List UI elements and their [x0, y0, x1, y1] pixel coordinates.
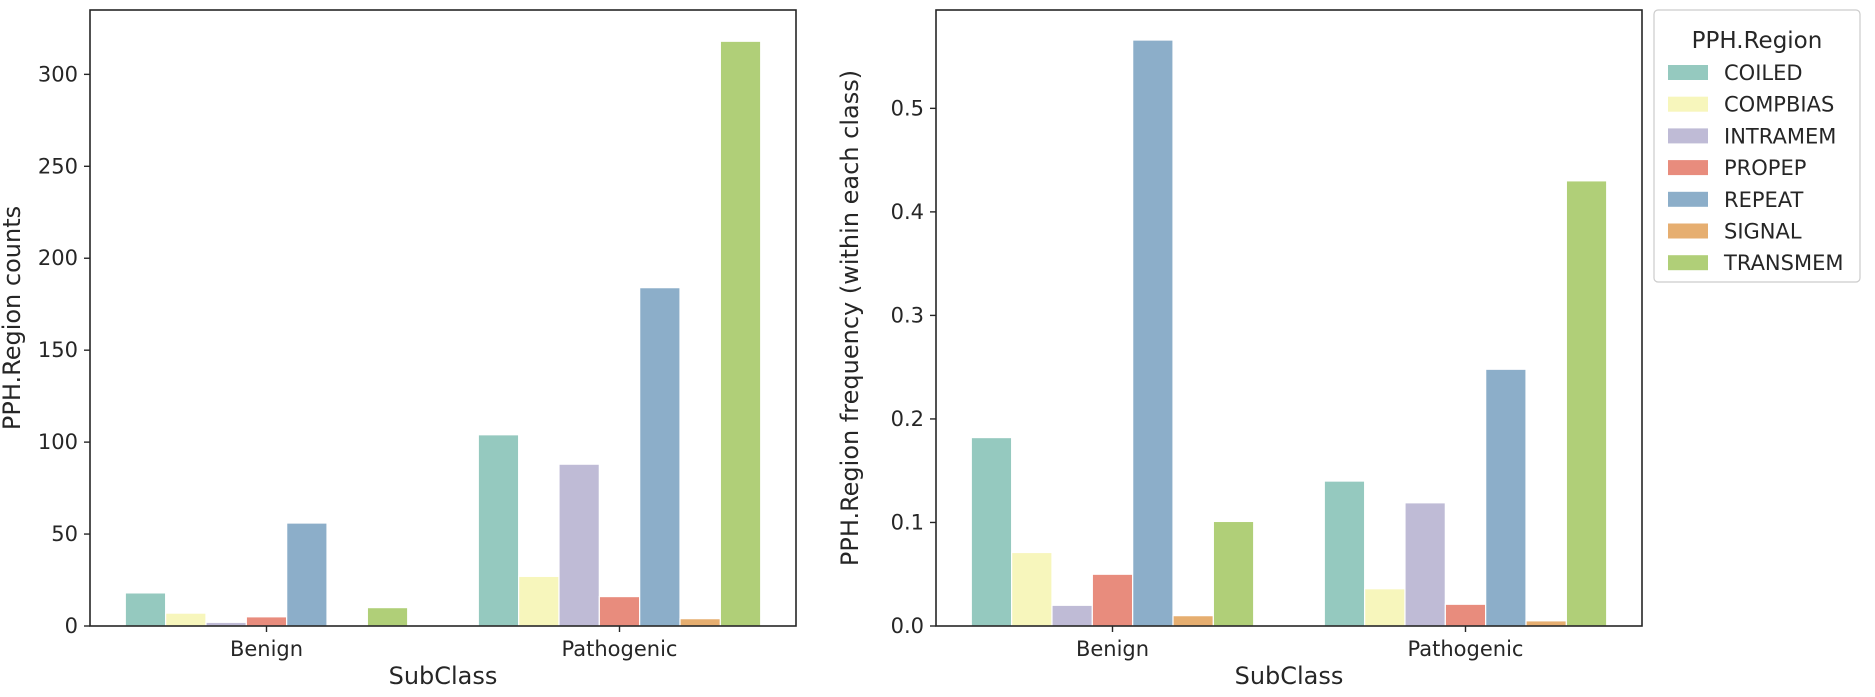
- x-tick-label: Pathogenic: [562, 637, 678, 661]
- axes-frame: [935, 9, 1643, 627]
- legend-swatch-propep: [1668, 160, 1708, 176]
- axes-frame: [89, 9, 797, 627]
- bar-transmem-benign: [366, 607, 409, 627]
- bar-propep-pathogenic: [1444, 603, 1487, 627]
- x-tick-label: Benign: [230, 637, 303, 661]
- x-tick-label: Pathogenic: [1408, 637, 1524, 661]
- legend-swatch-transmem: [1668, 255, 1708, 271]
- bar-propep-pathogenic: [598, 595, 641, 627]
- bar-coiled-benign: [970, 436, 1013, 627]
- bar-propep-benign: [245, 616, 288, 627]
- legend-label-transmem: TRANSMEM: [1723, 251, 1843, 275]
- y-tick-label: 300: [38, 62, 78, 86]
- bar-coiled-pathogenic: [477, 434, 520, 627]
- legend-label-intramem: INTRAMEM: [1724, 124, 1836, 148]
- legend: PPH.Region COILED COMPBIAS INTRAMEM PROPEP RE…: [1653, 9, 1861, 283]
- x-axis-label: SubClass: [1235, 662, 1344, 690]
- bar-transmem-benign: [1212, 520, 1255, 627]
- y-tick-label: 0.3: [891, 303, 924, 327]
- chart-panel-2: 0.0 0.1 0.2 0.3 0.4 0.5 Benign Pathogenic SubCla…: [836, 9, 1861, 690]
- y-tick-label: 100: [38, 430, 78, 454]
- legend-label-propep: PROPEP: [1724, 156, 1806, 180]
- legend-label-repeat: REPEAT: [1724, 188, 1804, 212]
- bar-signal-pathogenic: [679, 618, 721, 627]
- y-tick-label: 0.4: [891, 200, 924, 224]
- legend-label-coiled: COILED: [1724, 61, 1803, 85]
- y-tick-label: 0.0: [891, 614, 924, 638]
- bar-compbias-pathogenic: [1364, 588, 1406, 627]
- y-tick-label: 0: [65, 614, 78, 638]
- bar-compbias-benign: [165, 612, 207, 627]
- y-tick-label: 0.2: [891, 407, 924, 431]
- x-axis-label: SubClass: [389, 662, 498, 690]
- bar-transmem-pathogenic: [1565, 180, 1608, 627]
- y-tick-label: 200: [38, 246, 78, 270]
- legend-label-compbias: COMPBIAS: [1724, 93, 1834, 117]
- legend-swatch-repeat: [1668, 191, 1708, 207]
- legend-swatch-signal: [1668, 223, 1708, 239]
- bar-propep-benign: [1091, 573, 1134, 627]
- bar-repeat-benign: [1132, 39, 1174, 627]
- bar-signal-benign: [1172, 615, 1214, 627]
- x-tick-label: Benign: [1076, 637, 1149, 661]
- bar-coiled-pathogenic: [1323, 480, 1366, 627]
- bar-transmem-pathogenic: [719, 40, 762, 627]
- bar-compbias-benign: [1011, 551, 1053, 627]
- bar-repeat-pathogenic: [1485, 368, 1527, 627]
- legend-swatch-intramem: [1668, 128, 1708, 144]
- legend-label-signal: SIGNAL: [1724, 220, 1802, 244]
- y-tick-label: 150: [38, 338, 78, 362]
- y-tick-label: 50: [51, 522, 78, 546]
- bar-repeat-pathogenic: [639, 287, 681, 627]
- bar-intramem-benign: [1051, 604, 1093, 627]
- legend-swatch-coiled: [1668, 65, 1708, 80]
- y-tick-label: 0.1: [891, 510, 924, 534]
- bar-coiled-benign: [124, 592, 167, 627]
- y-axis-label: PPH.Region frequency (within each class): [836, 70, 864, 566]
- bar-compbias-pathogenic: [518, 575, 560, 627]
- bar-intramem-pathogenic: [1404, 502, 1446, 627]
- legend-title: PPH.Region: [1692, 28, 1823, 54]
- y-tick-label: 0.5: [891, 96, 924, 120]
- bar-intramem-pathogenic: [558, 463, 600, 627]
- legend-swatch-compbias: [1668, 96, 1708, 112]
- chart-panel-1: 0 50 100 150 200 250 300 Benign Pathogenic SubCla…: [0, 9, 797, 690]
- bar-repeat-benign: [286, 522, 328, 627]
- y-tick-label: 250: [38, 154, 78, 178]
- y-axis-label: PPH.Region counts: [0, 206, 26, 430]
